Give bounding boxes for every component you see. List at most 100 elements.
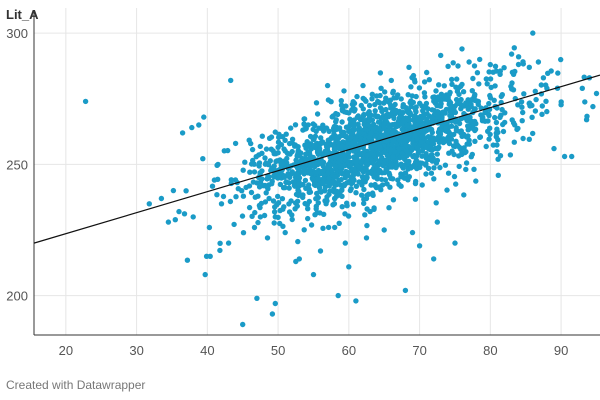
data-point [434,219,440,225]
data-point [452,103,458,109]
data-point [390,176,396,182]
data-point [383,95,389,101]
data-point [476,81,482,87]
data-point [326,182,332,188]
data-point [494,142,500,148]
data-point [305,215,311,222]
data-point [386,170,392,176]
data-point [373,93,380,99]
data-point [286,180,292,186]
data-point [263,146,270,152]
data-point [274,158,280,164]
data-point [318,140,325,146]
data-point [356,130,362,136]
data-point [350,99,356,105]
data-point [364,157,370,163]
data-point [312,143,318,149]
data-point [497,114,503,121]
data-point [492,83,498,89]
data-point [545,70,551,77]
data-point [472,91,478,98]
data-point [339,187,345,193]
x-tick-label-60: 60 [342,343,356,358]
data-point [511,45,517,51]
x-tick-label-50: 50 [271,343,285,358]
data-point [581,74,587,80]
data-point [190,214,196,220]
data-point [394,162,400,169]
data-point [359,174,366,180]
data-point [494,149,500,155]
data-point [233,194,239,200]
data-point [366,114,373,121]
data-point [492,63,499,69]
data-point [428,170,435,176]
data-point [275,193,281,200]
data-point [449,76,455,83]
data-point [312,133,319,139]
data-point [209,183,216,189]
data-point [261,212,268,219]
data-point [482,110,488,116]
data-point [406,64,412,71]
data-point [424,126,430,132]
data-point [239,188,245,194]
data-point [408,165,414,171]
data-point [313,100,320,106]
data-point [302,177,309,184]
data-point [295,144,301,150]
data-point [336,220,342,226]
data-point [272,300,278,307]
data-point [403,142,409,149]
y-tick-label-200: 200 [6,289,28,304]
data-point [303,151,309,157]
data-point [259,150,265,156]
data-point [295,187,301,193]
data-point [294,203,300,209]
data-point [390,109,397,116]
data-point [196,122,202,128]
data-point [539,111,545,118]
data-point [515,102,521,108]
data-point [500,128,507,135]
data-point [519,118,525,124]
data-point [242,159,248,165]
data-point [232,140,239,147]
data-point [356,179,362,185]
data-point [399,126,405,133]
data-point [391,148,398,155]
data-point [337,133,343,139]
data-point [395,177,401,183]
data-point [325,137,331,143]
data-point [438,52,444,59]
data-point [526,100,533,106]
data-point [214,192,220,198]
data-point [436,82,442,88]
data-point [315,194,321,201]
data-point [329,114,335,120]
data-point [487,125,493,131]
data-point [412,180,419,187]
data-point [392,101,398,108]
data-point [492,114,498,121]
data-point [471,106,478,112]
data-point [249,146,256,153]
data-point [315,175,322,182]
data-point [485,118,491,124]
data-point [501,65,507,71]
data-point [529,114,535,121]
data-point [158,195,165,202]
data-point [184,257,191,263]
data-point [289,216,295,223]
y-axis-title: Lit_A [6,7,39,22]
data-point [248,189,255,196]
data-point [396,146,402,152]
data-point [268,134,275,140]
data-point [280,223,286,229]
data-point [468,154,474,160]
data-point [315,200,321,206]
data-point [279,161,285,167]
data-point [333,110,339,117]
data-point [455,99,462,106]
data-point [301,121,307,127]
